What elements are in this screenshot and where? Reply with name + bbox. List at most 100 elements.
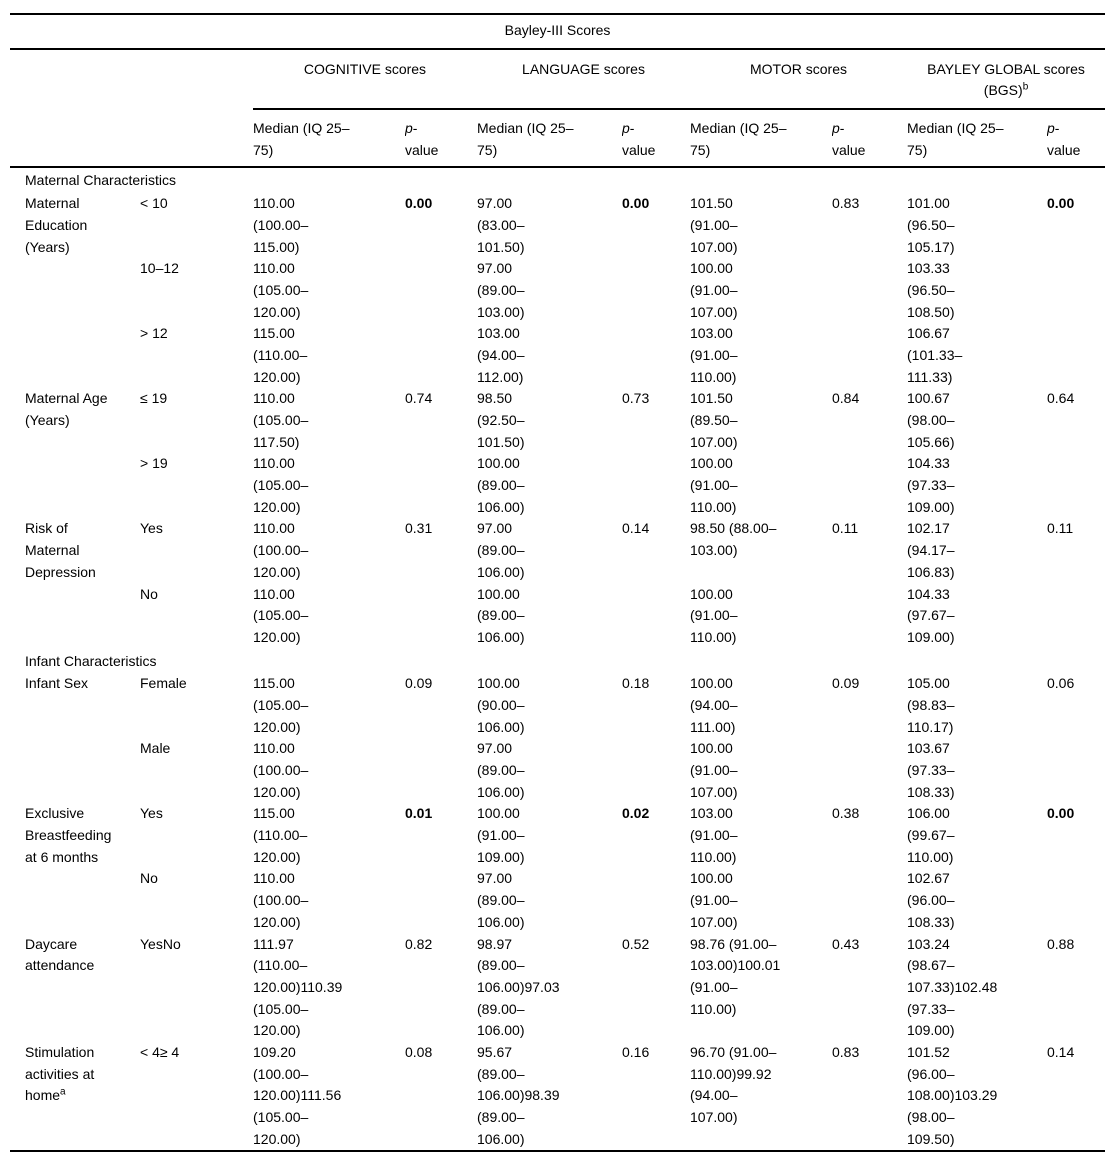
- row-label: Risk of Maternal Depression: [10, 518, 140, 648]
- median-cell: 100.00 (91.00– 107.00): [690, 740, 738, 800]
- p-value-cell: 0.83: [832, 195, 860, 212]
- p-value-cell: 0.43: [832, 935, 860, 952]
- group-header-cognitive: COGNITIVE scores: [253, 48, 477, 111]
- level-cell: < 10: [140, 195, 168, 212]
- median-cell: 100.00 (90.00– 106.00): [477, 675, 525, 735]
- p-value-cell: 0.06: [1047, 675, 1075, 692]
- p-value-word: value: [405, 141, 439, 158]
- row-label-text: Maternal Education (Years): [25, 195, 88, 255]
- level-cell: Female: [140, 675, 187, 692]
- bayley-scores-table: Bayley-III Scores COGNITIVE scores LANGU…: [10, 13, 1106, 1153]
- median-cell: 110.00 (105.00– 120.00): [253, 455, 309, 515]
- row-label-text: Exclusive Breastfeeding at 6 months: [25, 805, 112, 865]
- row-label-text: Risk of Maternal Depression: [25, 520, 96, 580]
- median-cell: 95.67 (89.00– 106.00)98.39 (89.00– 106.0…: [477, 1043, 560, 1147]
- median-cell: 110.00 (105.00– 120.00): [253, 585, 309, 645]
- level-cell: ≤ 19: [140, 390, 168, 407]
- group-header-label: LANGUAGE scores: [522, 60, 645, 77]
- table-row: Maternal Education (Years) < 10 110.00 (10…: [10, 193, 1105, 258]
- subheader-pvalue-language: p- value: [622, 109, 690, 169]
- subheader-median-cognitive: Median (IQ 25– 75): [253, 109, 405, 169]
- median-cell: 110.00 (100.00– 120.00): [253, 520, 309, 580]
- median-cell: 97.00 (89.00– 103.00): [477, 260, 525, 320]
- median-cell: 110.00 (105.00– 117.50): [253, 390, 309, 450]
- subheader-pvalue-bgs: p- value: [1047, 109, 1106, 169]
- median-cell: 97.00 (89.00– 106.00): [477, 870, 525, 930]
- p-value-cell: 0.73: [622, 390, 650, 407]
- row-label: Daycare attendance: [10, 934, 140, 1042]
- p-value-cell: 0.08: [405, 1043, 433, 1060]
- p-hyphen: -: [839, 120, 845, 137]
- row-label: Maternal Age (Years): [10, 388, 140, 518]
- table-row: 10–12 110.00 (105.00– 120.00) 97.00 (89.00…: [10, 258, 1105, 323]
- p-value-cell: 0.09: [832, 675, 860, 692]
- subheader-empty: [10, 109, 253, 169]
- table-row: No 110.00 (100.00– 120.00) 97.00 (89.00– 1…: [10, 868, 1105, 933]
- median-cell: 111.97 (110.00– 120.00)110.39 (105.00– 1…: [253, 935, 343, 1039]
- median-cell: 101.52 (96.00– 108.00)103.29 (98.00– 109…: [907, 1043, 998, 1147]
- p-value-cell: 0.14: [1047, 1043, 1075, 1060]
- median-cell: 106.67 (101.33– 111.33): [907, 325, 963, 385]
- p-value-cell: 0.00: [622, 195, 650, 212]
- p-value-cell: 0.52: [622, 935, 650, 952]
- median-cell: 98.50 (92.50– 101.50): [477, 390, 525, 450]
- median-cell: 101.50 (89.50– 107.00): [690, 390, 738, 450]
- p-value-cell: 0.31: [405, 520, 433, 537]
- median-cell: 103.00 (91.00– 110.00): [690, 325, 738, 385]
- table-body: Maternal Characteristics Maternal Educati…: [10, 167, 1105, 1151]
- median-cell: 115.00 (110.00– 120.00): [253, 325, 308, 385]
- median-cell: 96.70 (91.00– 110.00)99.92 (94.00– 107.0…: [690, 1043, 777, 1125]
- group-header-label: COGNITIVE scores: [303, 60, 427, 77]
- row-label: Stimulation activities at homea: [10, 1042, 140, 1151]
- section-header: Infant Characteristics: [25, 652, 157, 669]
- group-header-motor: MOTOR scores: [690, 48, 907, 111]
- table-row: Exclusive Breastfeeding at 6 months Yes 11…: [10, 803, 1105, 868]
- p-value-word: value: [1047, 141, 1081, 158]
- p-hyphen: -: [629, 120, 635, 137]
- p-symbol: p: [622, 120, 630, 137]
- p-value-cell: 0.14: [622, 520, 650, 537]
- median-cell: 100.00 (91.00– 110.00): [690, 455, 738, 515]
- row-label-text: Stimulation activities at home: [25, 1043, 95, 1104]
- p-value-cell: 0.88: [1047, 935, 1075, 952]
- p-symbol: p: [1047, 120, 1055, 137]
- group-header-bgs: BAYLEY GLOBAL scores (BGS)b: [907, 48, 1106, 111]
- group-header-empty: [10, 49, 253, 109]
- row-label-text: Daycare attendance: [25, 935, 95, 974]
- level-cell: No: [140, 870, 158, 887]
- median-cell: 97.00 (89.00– 106.00): [477, 520, 525, 580]
- p-symbol: p: [832, 120, 840, 137]
- p-value-cell: 0.11: [1047, 520, 1074, 537]
- level-cell: No: [140, 585, 158, 602]
- median-cell: 110.00 (100.00– 120.00): [253, 870, 309, 930]
- p-symbol: p: [405, 120, 413, 137]
- median-cell: 98.50 (88.00– 103.00): [690, 520, 777, 559]
- median-cell: 110.00 (100.00– 115.00): [253, 195, 309, 255]
- footnote-marker-b: b: [1022, 81, 1029, 93]
- median-cell: 104.33 (97.67– 109.00): [907, 585, 955, 645]
- table-row: Daycare attendance YesNo 111.97 (110.00– 1…: [10, 934, 1105, 1042]
- median-cell: 115.00 (110.00– 120.00): [253, 805, 308, 865]
- p-value-cell: 0.09: [405, 675, 433, 692]
- p-value-cell: 0.64: [1047, 390, 1075, 407]
- table-row: > 12 115.00 (110.00– 120.00) 103.00 (94.00…: [10, 323, 1105, 388]
- median-cell: 101.50 (91.00– 107.00): [690, 195, 738, 255]
- p-value-cell: 0.82: [405, 935, 433, 952]
- median-cell: 100.00 (91.00– 109.00): [477, 805, 525, 865]
- median-cell: 103.00 (91.00– 110.00): [690, 805, 738, 865]
- median-cell: 98.76 (91.00– 103.00)100.01 (91.00– 110.…: [690, 935, 781, 1017]
- group-header-language: LANGUAGE scores: [477, 48, 690, 111]
- median-cell: 101.00 (96.50– 105.17): [907, 195, 955, 255]
- level-cell: Male: [140, 740, 171, 757]
- median-cell: 100.00 (89.00– 106.00): [477, 585, 525, 645]
- level-cell: > 19: [140, 455, 168, 472]
- p-hyphen: -: [412, 120, 418, 137]
- table-row: Infant Sex Female 115.00 (105.00– 120.00) 0…: [10, 673, 1105, 738]
- group-header-label-line2: (BGS): [983, 82, 1023, 99]
- median-cell: 104.33 (97.33– 109.00): [907, 455, 955, 515]
- p-value-cell: 0.38: [832, 805, 860, 822]
- median-cell: 110.00 (105.00– 120.00): [253, 260, 309, 320]
- row-label-text: Infant Sex: [25, 675, 89, 692]
- table-row: Stimulation activities at homea < 4≥ 4 109…: [10, 1042, 1105, 1151]
- median-cell: 100.00 (91.00– 107.00): [690, 260, 738, 320]
